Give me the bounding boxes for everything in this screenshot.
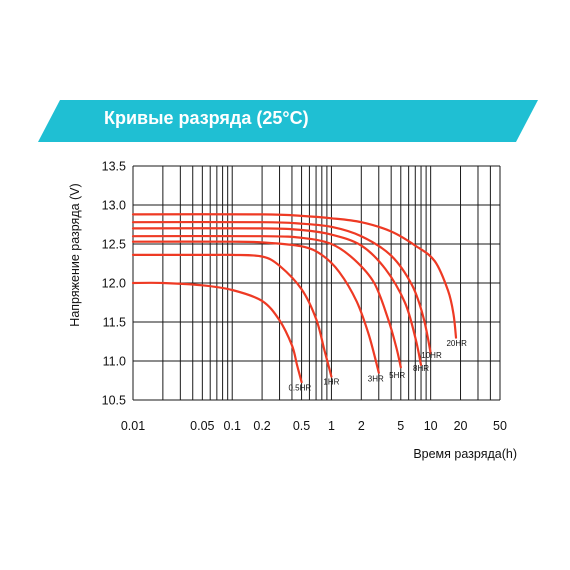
y-tick-label: 12.5	[102, 238, 126, 252]
x-tick-label: 1	[328, 419, 335, 433]
x-tick-label: 50	[493, 419, 507, 433]
y-tick-label: 11.0	[103, 355, 126, 369]
curve-label: 1HR	[323, 377, 339, 386]
title-banner	[38, 100, 538, 142]
series-line-1hr	[131, 253, 333, 378]
series-line-20hr	[131, 213, 458, 339]
curve-label: 8HR	[413, 364, 429, 373]
series-line-5hr	[131, 234, 402, 369]
x-tick-label: 0.5	[293, 419, 310, 433]
y-tick-label: 12.0	[102, 277, 126, 291]
curve-label: 0.5HR	[288, 384, 311, 393]
x-tick-label: 20	[454, 419, 468, 433]
curves	[131, 213, 458, 384]
x-tick-label: 2	[358, 419, 365, 433]
x-tick-label: 10	[424, 419, 438, 433]
y-tick-label: 13.5	[102, 160, 126, 174]
x-tick-label: 5	[397, 419, 404, 433]
series-line-0_5hr	[131, 281, 303, 384]
x-tick-labels: 0.01 0.05 0.1 0.2 0.5 1 2 5 10 20 50	[121, 419, 507, 433]
curve-label: 20HR	[446, 339, 467, 348]
y-tick-labels: 10.5 11.0 11.5 12.0 12.5 13.0 13.5	[102, 160, 126, 408]
x-axis-title: Время разряда(h)	[413, 447, 517, 461]
curve-label: 10HR	[421, 351, 442, 360]
curve-label: 5HR	[389, 371, 405, 380]
y-tick-label: 13.0	[102, 199, 126, 213]
series-line-8hr	[131, 227, 423, 366]
series-line-10hr	[131, 220, 432, 355]
x-tick-label: 0.2	[253, 419, 270, 433]
chart-title: Кривые разряда (25°C)	[104, 108, 309, 128]
x-tick-label: 0.1	[224, 419, 241, 433]
y-tick-label: 11.5	[103, 316, 126, 330]
curve-label: 3HR	[368, 374, 384, 383]
title-banner-shape	[38, 100, 538, 142]
x-tick-label: 0.05	[190, 419, 214, 433]
series-line-3hr	[131, 240, 380, 374]
y-tick-label: 10.5	[102, 394, 126, 408]
y-axis-title: Напряжение разряда (V)	[68, 183, 82, 326]
x-tick-label: 0.01	[121, 419, 145, 433]
curve-labels: 0.5HR 1HR 3HR 5HR 8HR 10HR 20HR	[288, 339, 467, 392]
